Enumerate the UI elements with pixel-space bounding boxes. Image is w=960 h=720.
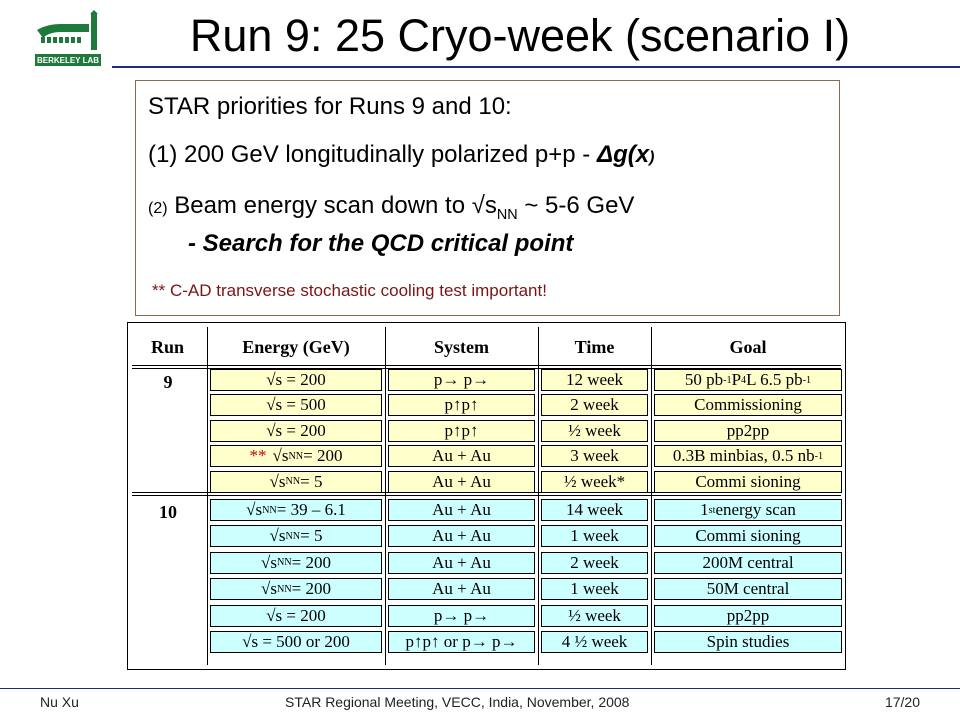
table-cell-system: p→ p→ — [388, 369, 535, 391]
table-cell-system: Au + Au — [388, 578, 535, 601]
table-cell-goal: 0.3B minbias, 0.5 nb -1 — [654, 445, 842, 468]
table-header-goal: Goal — [729, 336, 767, 357]
table-column-divider — [651, 327, 652, 665]
table-cell-goal: Commi sioning — [654, 525, 842, 548]
priority-2-subtext: - Search for the QCD critical point — [188, 230, 574, 257]
footer-author: Nu Xu — [40, 694, 79, 710]
priorities-heading: STAR priorities for Runs 9 and 10: — [148, 93, 512, 120]
table-cell-time: ½ week — [541, 604, 648, 627]
table-cell-energy: ** √s NN = 200 — [210, 445, 382, 468]
table-cell-time: 2 week — [541, 551, 648, 574]
priorities-box: STAR priorities for Runs 9 and 10: (1) 2… — [135, 80, 840, 316]
slide-title: Run 9: 25 Cryo-week (scenario I) — [189, 10, 851, 61]
run-10-label: 10 — [159, 501, 177, 522]
table-cell-energy: √s = 200 — [210, 419, 382, 442]
priority-marker: ** — [249, 446, 267, 466]
table-cell-energy: √s = 200 — [210, 604, 382, 627]
table-cell-goal: Commissioning — [654, 394, 842, 417]
table-cell-time: 12 week — [541, 369, 648, 391]
table-cell-system: Au + Au — [388, 525, 535, 548]
footer-event: STAR Regional Meeting, VECC, India, Nove… — [285, 694, 630, 710]
cooling-note: ** C-AD transverse stochastic cooling te… — [152, 281, 547, 300]
table-group-rule — [132, 495, 841, 496]
table-header-system: System — [434, 336, 489, 357]
table-cell-goal: 200M central — [654, 551, 842, 574]
table-cell-energy: √s NN = 39 – 6.1 — [210, 499, 382, 521]
footer-rule — [0, 688, 960, 689]
table-header-run: Run — [150, 336, 185, 357]
table-column-divider — [207, 327, 208, 665]
berkeley-lab-logo: BERKELEY LAB — [27, 10, 107, 72]
table-cell-energy: √s NN = 200 — [210, 578, 382, 601]
table-cell-goal: pp2pp — [654, 604, 842, 627]
table-cell-system: p↑p↑ — [388, 419, 535, 442]
run-plan-table: Run Energy (GeV) System Time Goal 9 10 √s = 200… — [127, 322, 846, 670]
title-rule — [112, 66, 960, 68]
table-cell-time: 2 week — [541, 394, 648, 417]
table-header-time: Time — [574, 336, 615, 357]
table-column-divider — [538, 327, 539, 665]
table-cell-time: ½ week* — [541, 470, 648, 493]
table-cell-system: Au + Au — [388, 445, 535, 468]
logo-text: BERKELEY LAB — [37, 56, 99, 65]
table-cell-energy: √s = 200 — [210, 369, 382, 391]
priority-1: (1) 200 GeV longitudinally polarized p+p… — [148, 141, 655, 168]
table-cell-time: 1 week — [541, 525, 648, 548]
table-header-rule — [132, 368, 841, 369]
table-cell-goal: 50M central — [654, 578, 842, 601]
delta-symbol: Δ — [596, 141, 614, 168]
table-column-divider — [385, 327, 386, 665]
table-cell-system: Au + Au — [388, 470, 535, 493]
table-cell-system: Au + Au — [388, 499, 535, 521]
table-cell-system: p↑p↑ or p→ p→ — [388, 631, 535, 653]
table-cell-energy: √s NN = 5 — [210, 525, 382, 548]
table-cell-energy: √s = 500 — [210, 394, 382, 417]
table-cell-energy: √s NN = 200 — [210, 551, 382, 574]
table-cell-goal: pp2pp — [654, 419, 842, 442]
table-cell-system: p↑p↑ — [388, 394, 535, 417]
table-cell-energy: √s NN = 5 — [210, 470, 382, 493]
table-header-rule — [132, 365, 841, 366]
priority-2: (2) Beam energy scan down to √sNN ~ 5-6 … — [148, 192, 635, 223]
footer-page-number: 17/20 — [884, 694, 920, 710]
table-cell-goal: Spin studies — [654, 631, 842, 653]
table-cell-system: p→ p→ — [388, 604, 535, 627]
table-cell-time: 4 ½ week — [541, 631, 648, 653]
run-9-label: 9 — [163, 371, 173, 392]
table-cell-time: 3 week — [541, 445, 648, 468]
table-header-energy: Energy (GeV) — [242, 336, 350, 357]
table-cell-time: ½ week — [541, 419, 648, 442]
table-cell-system: Au + Au — [388, 551, 535, 574]
table-cell-energy: √s = 500 or 200 — [210, 631, 382, 653]
table-cell-time: 1 week — [541, 578, 648, 601]
table-cell-time: 14 week — [541, 499, 648, 521]
table-cell-goal: Commi sioning — [654, 470, 842, 493]
